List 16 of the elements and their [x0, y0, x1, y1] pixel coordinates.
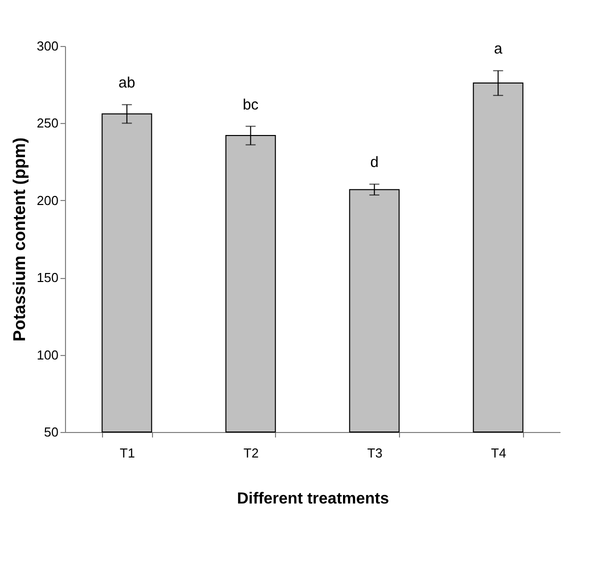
- y-tick-label: 300: [36, 38, 58, 54]
- x-tick-label: T4: [491, 446, 506, 460]
- annotation: d: [370, 154, 379, 172]
- y-tick-label: 200: [36, 192, 58, 208]
- y-tick-label: 150: [36, 270, 58, 286]
- x-tick-label: T3: [367, 446, 382, 460]
- annotation: a: [494, 40, 503, 58]
- y-tick-label: 250: [36, 116, 58, 131]
- x-tick-label: T2: [244, 446, 259, 460]
- annotation: bc: [242, 96, 260, 114]
- x-tick-label: T1: [120, 446, 135, 460]
- x-axis-title: Different treatments: [236, 490, 390, 508]
- y-tick-label: 100: [36, 347, 58, 362]
- y-tick-label: 50: [44, 424, 58, 440]
- annotation: ab: [118, 74, 136, 92]
- y-axis-title: Potassium content (ppm): [10, 137, 29, 342]
